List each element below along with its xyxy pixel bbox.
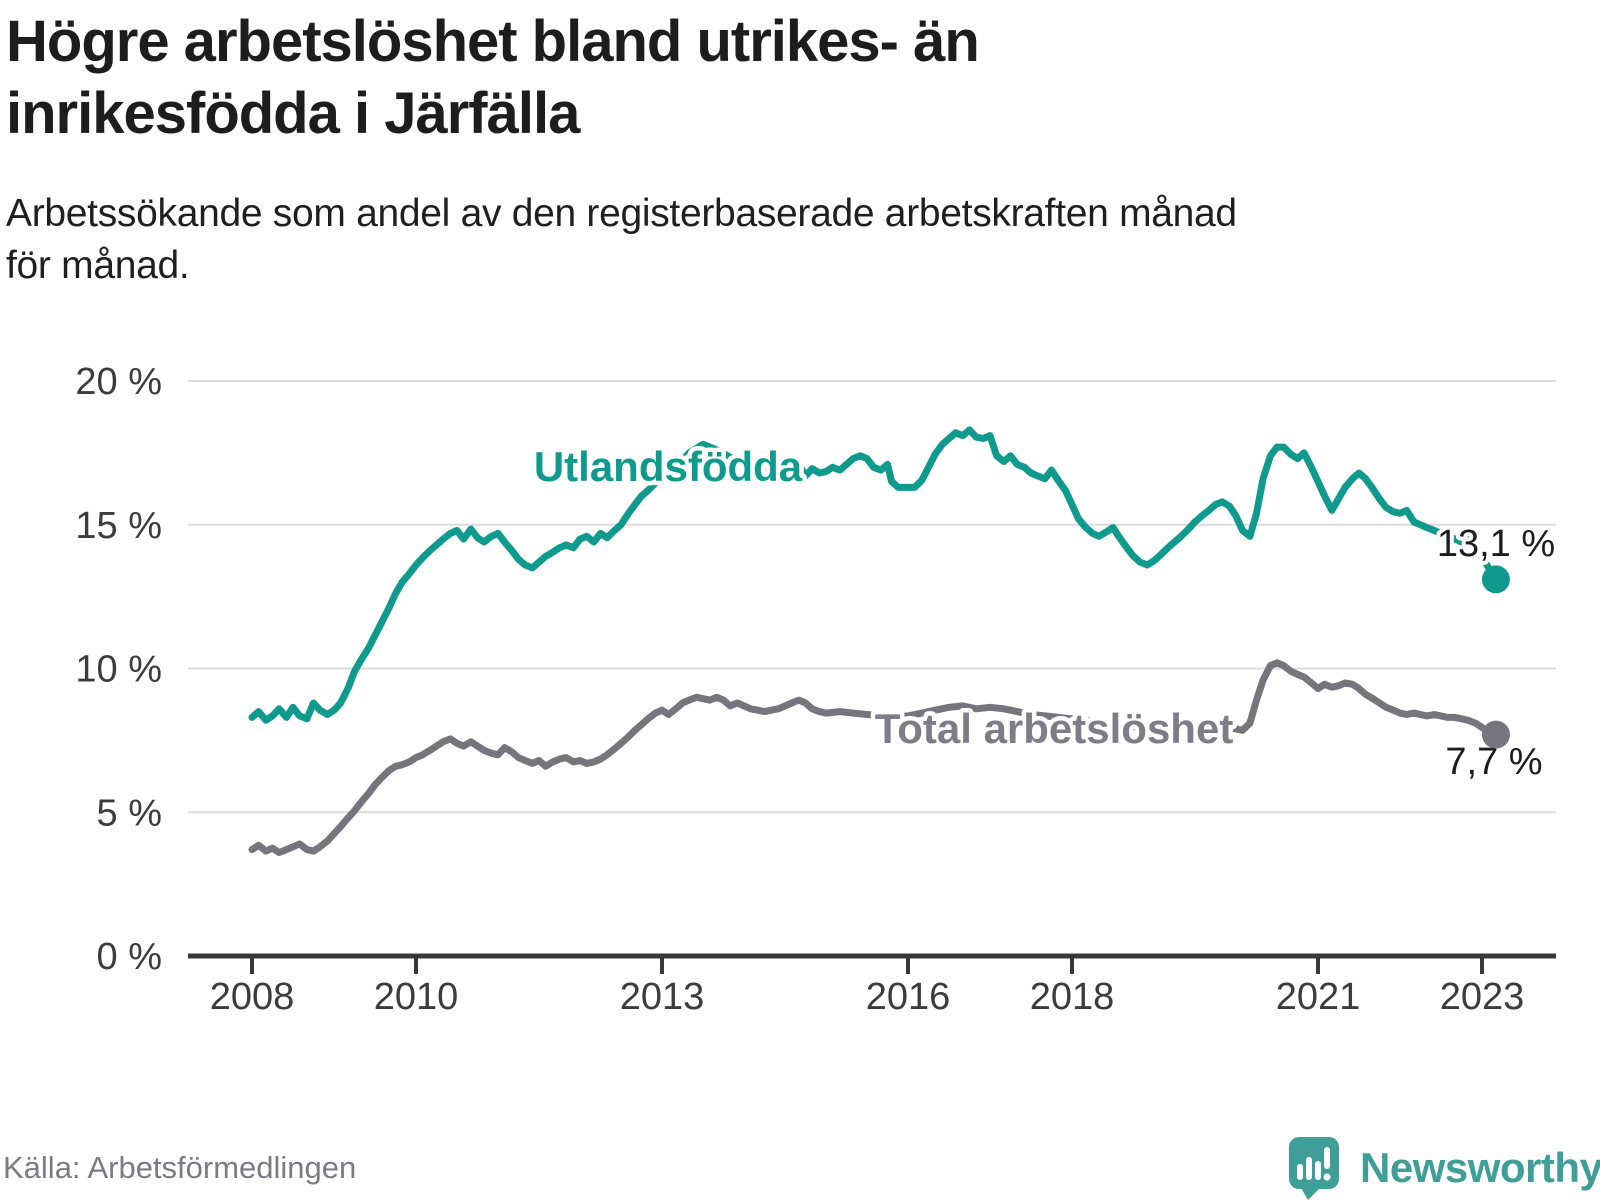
series-label-utlandsfodda: Utlandsfödda [534,443,803,490]
brand-name: Newsworthy [1360,1144,1600,1191]
y-tick-label: 15 % [75,505,162,547]
x-tick-label: 2010 [374,976,459,1018]
source-credit: Källa: Arbetsförmedlingen [3,1150,357,1185]
y-tick-label: 10 % [75,649,162,691]
logo-bar-large [1315,1161,1321,1180]
logo-bar-medium [1306,1157,1312,1180]
end-dot-utlandsfodda [1481,565,1510,594]
x-tick-label: 2016 [866,976,951,1018]
series-label-total: Total arbetslöshet [875,705,1234,752]
x-tick-label: 2008 [210,976,295,1018]
x-tick-label: 2021 [1276,976,1361,1018]
brand-logo-link[interactable]: Newsworthy [1288,1136,1600,1200]
logo-bar-small [1297,1164,1303,1180]
x-tick-label: 2023 [1440,976,1525,1018]
series-line-utlandsfodda [248,426,1500,724]
y-tick-label: 20 % [75,361,162,403]
y-tick-label: 5 % [97,792,162,834]
x-tick-label: 2018 [1030,976,1115,1018]
series-line-total [248,659,1500,856]
logo-exclamation-dot [1323,1173,1331,1181]
logo-bubble-tail [1300,1186,1322,1200]
y-tick-label: 0 % [97,936,162,978]
logo-bubble [1289,1137,1339,1189]
end-dot-total [1481,720,1510,749]
logo-exclamation-bar [1324,1147,1330,1169]
title-line-2: inrikesfödda i Järfälla [6,80,580,146]
subtitle-line-2: för månad. [6,243,190,287]
newsworthy-logo-icon [1289,1137,1339,1200]
end-label-utlandsfodda: 13,1 % [1437,523,1555,565]
chart-subtitle: Arbetssökande som andel av den registerb… [6,188,1566,292]
page-title: Högre arbetslöshet bland utrikes- än inr… [6,6,1566,150]
x-tick-label: 2013 [620,976,705,1018]
subtitle-line-1: Arbetssökande som andel av den registerb… [6,192,1237,235]
title-line-1: Högre arbetslöshet bland utrikes- än [6,9,980,74]
